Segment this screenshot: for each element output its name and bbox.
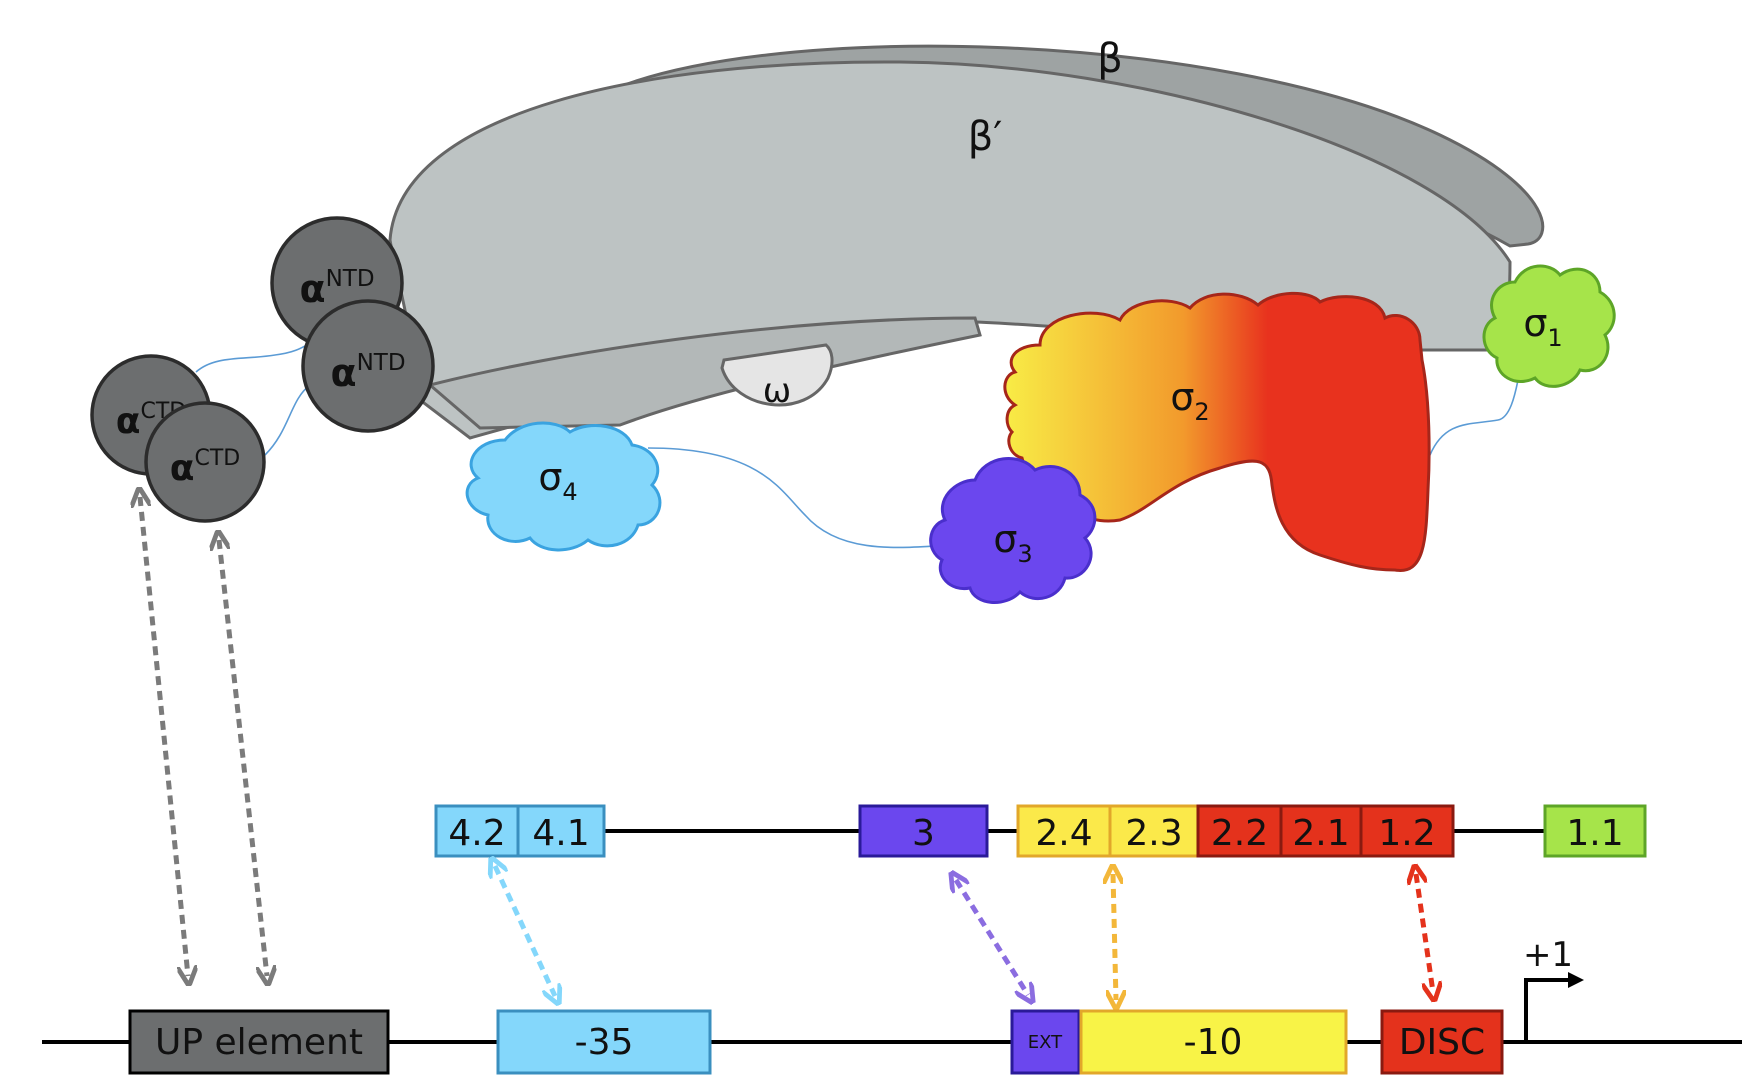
tss-label: +1 bbox=[1523, 935, 1573, 975]
sigma-region-2-4: 2.4 bbox=[1016, 804, 1112, 858]
svg-text:-10: -10 bbox=[1184, 1022, 1243, 1063]
sigma-region-1-2: 1.2 bbox=[1359, 804, 1455, 858]
svg-text:σ2: σ2 bbox=[1170, 375, 1209, 426]
arrow-region42-minus35 bbox=[495, 866, 555, 996]
sigma-region-map: 4.2 4.1 3 2.4 2.3 2.2 2.1 1.2 1.1 bbox=[434, 804, 1647, 858]
arrow-region12-disc bbox=[1416, 874, 1433, 992]
sigma-region-2-3: 2.3 bbox=[1108, 804, 1200, 858]
svg-text:-35: -35 bbox=[575, 1022, 634, 1063]
svg-text:αNTD: αNTD bbox=[330, 350, 405, 395]
svg-text:DISC: DISC bbox=[1399, 1022, 1485, 1063]
svg-text:σ3: σ3 bbox=[993, 517, 1032, 568]
sigma4-sigma3-linker bbox=[647, 447, 951, 549]
svg-text:αNTD: αNTD bbox=[299, 266, 374, 311]
sigma-region-3: 3 bbox=[858, 804, 989, 858]
arrow-region23-minus10 bbox=[1113, 874, 1116, 1000]
sigma-region-label: 1.2 bbox=[1378, 813, 1435, 854]
sigma-region-label: 3 bbox=[912, 813, 935, 854]
svg-text:UP element: UP element bbox=[155, 1022, 363, 1063]
beta-flap-lobe bbox=[426, 316, 982, 430]
sigma4-domain: σ4 bbox=[465, 421, 662, 552]
tss-arrowhead-icon bbox=[1568, 972, 1584, 988]
sigma-region-label: 1.1 bbox=[1566, 813, 1623, 854]
omega-label: ω bbox=[763, 371, 791, 411]
sigma2-domain: σ2 bbox=[1003, 291, 1431, 572]
svg-text:αCTD: αCTD bbox=[170, 446, 240, 489]
sigma-region-label: 2.2 bbox=[1211, 813, 1268, 854]
tss-arrow-icon bbox=[1524, 978, 1572, 1042]
arrow-region3-ext bbox=[956, 880, 1028, 995]
sigma-region-2-1: 2.1 bbox=[1279, 804, 1363, 858]
beta-label: β bbox=[1097, 36, 1123, 82]
svg-text:σ1: σ1 bbox=[1523, 301, 1562, 352]
arrow-alpha-ctd2-up bbox=[219, 540, 267, 976]
up-element: UP element bbox=[128, 1009, 390, 1075]
minus35-element: -35 bbox=[496, 1009, 712, 1075]
sigma3-domain: σ3 bbox=[929, 457, 1097, 605]
alpha-linker-2 bbox=[264, 384, 311, 456]
ext-element: EXT bbox=[1010, 1009, 1081, 1075]
beta-prime-label: β′ bbox=[968, 114, 1003, 160]
sigma-region-4-1: 4.1 bbox=[516, 804, 606, 858]
sigma-region-4-2: 4.2 bbox=[434, 804, 520, 858]
sigma-region-label: 2.1 bbox=[1292, 813, 1349, 854]
sigma-region-1-1: 1.1 bbox=[1543, 804, 1647, 858]
sigma-region-label: 2.4 bbox=[1035, 813, 1092, 854]
sigma-region-label: 4.2 bbox=[448, 813, 505, 854]
disc-element: DISC bbox=[1380, 1009, 1504, 1075]
alpha-ntd-2: αNTD bbox=[301, 299, 435, 433]
sigma1-domain: σ1 bbox=[1482, 264, 1616, 388]
sigma2-sigma1-linker bbox=[1429, 379, 1519, 456]
arrow-alpha-ctd1-up bbox=[140, 497, 188, 976]
sigma-region-label: 2.3 bbox=[1125, 813, 1182, 854]
svg-text:σ4: σ4 bbox=[538, 455, 577, 506]
svg-text:EXT: EXT bbox=[1028, 1032, 1063, 1053]
omega-subunit bbox=[720, 343, 834, 407]
minus10-element: -10 bbox=[1079, 1009, 1348, 1075]
alpha-ctd-2: αCTD bbox=[144, 401, 266, 523]
sigma-region-2-2: 2.2 bbox=[1196, 804, 1283, 858]
sigma-region-label: 4.1 bbox=[532, 813, 589, 854]
